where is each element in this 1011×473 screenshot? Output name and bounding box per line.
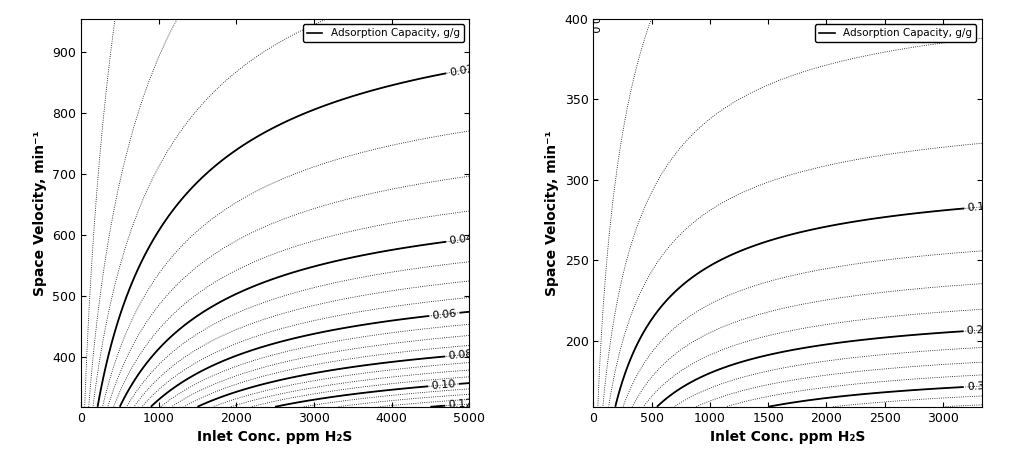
Text: 0.06: 0.06 xyxy=(431,308,457,321)
Legend: Adsorption Capacity, g/g: Adsorption Capacity, g/g xyxy=(302,24,463,43)
Text: 0.1: 0.1 xyxy=(967,201,985,213)
Text: 0.04: 0.04 xyxy=(448,233,474,246)
Text: 0.10: 0.10 xyxy=(431,379,456,391)
Text: 0.08: 0.08 xyxy=(448,349,473,361)
Text: 0.02: 0.02 xyxy=(448,63,474,78)
Y-axis label: Space Velocity, min⁻¹: Space Velocity, min⁻¹ xyxy=(545,130,558,296)
Text: 0.0: 0.0 xyxy=(587,17,598,34)
X-axis label: Inlet Conc. ppm H₂S: Inlet Conc. ppm H₂S xyxy=(197,430,353,444)
Y-axis label: Space Velocity, min⁻¹: Space Velocity, min⁻¹ xyxy=(32,130,47,296)
Text: 0.3: 0.3 xyxy=(966,381,984,392)
X-axis label: Inlet Conc. ppm H₂S: Inlet Conc. ppm H₂S xyxy=(709,430,864,444)
Text: 0.12: 0.12 xyxy=(448,399,473,411)
Text: 0.2: 0.2 xyxy=(966,325,984,336)
Legend: Adsorption Capacity, g/g: Adsorption Capacity, g/g xyxy=(814,24,976,43)
